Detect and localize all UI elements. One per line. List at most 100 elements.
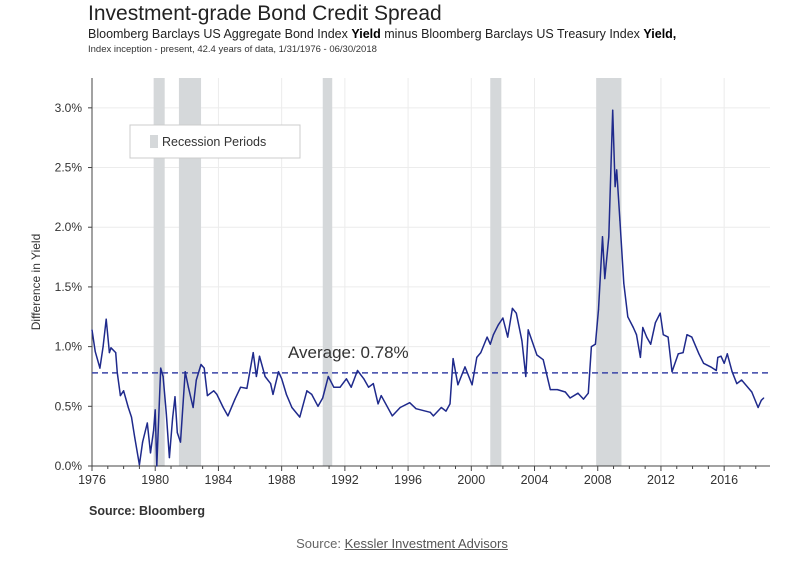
data-point <box>671 371 673 373</box>
data-point <box>616 169 618 171</box>
data-point <box>757 406 759 409</box>
data-point <box>281 378 283 380</box>
data-point <box>452 357 454 360</box>
footer-prefix: Source: <box>296 536 345 551</box>
data-point <box>464 366 466 368</box>
data-point <box>549 388 551 391</box>
data-point <box>627 316 629 318</box>
data-point <box>582 398 585 400</box>
data-point <box>662 334 664 336</box>
data-point <box>134 436 136 438</box>
data-point <box>440 406 442 409</box>
data-point <box>141 441 144 443</box>
data-point <box>285 393 287 395</box>
data-point <box>556 388 559 391</box>
data-point <box>222 406 224 409</box>
data-point <box>119 394 122 397</box>
data-point <box>639 356 642 358</box>
data-point <box>306 390 308 392</box>
data-point <box>333 386 335 388</box>
y-axis-label: Difference in Yield <box>29 234 43 331</box>
series-line <box>91 109 765 467</box>
chart-subtitle: Bloomberg Barclays US Aggregate Bond Ind… <box>88 27 676 41</box>
data-point <box>192 406 194 409</box>
data-point <box>399 406 401 409</box>
footer-source: Source: Kessler Investment Advisors <box>0 536 804 551</box>
x-tick-label: 1988 <box>268 473 296 487</box>
data-point <box>372 383 374 385</box>
y-tick-label: 0.0% <box>55 459 83 473</box>
data-point <box>511 307 513 310</box>
data-point <box>291 406 293 409</box>
data-point <box>703 362 705 364</box>
data-point <box>299 416 301 418</box>
data-point <box>255 375 257 378</box>
data-point <box>667 336 669 338</box>
data-point <box>542 359 544 361</box>
y-tick-label: 1.0% <box>55 340 83 354</box>
data-point <box>367 386 370 388</box>
data-point <box>646 336 648 338</box>
legend-swatch <box>150 135 158 148</box>
data-point <box>489 343 491 345</box>
data-point <box>497 324 499 326</box>
data-point <box>272 393 274 395</box>
data-point <box>536 354 538 356</box>
data-point <box>311 393 313 395</box>
data-point <box>597 309 600 311</box>
y-tick-label: 1.5% <box>55 280 83 294</box>
data-point <box>457 384 459 386</box>
data-point <box>165 412 167 415</box>
data-point <box>187 386 190 388</box>
data-point <box>227 415 229 417</box>
data-point <box>686 334 688 336</box>
data-point <box>195 379 197 381</box>
data-point <box>174 396 176 398</box>
data-point <box>127 406 129 409</box>
data-point <box>409 402 411 404</box>
chart-source: Source: Bloomberg <box>89 504 205 518</box>
data-point <box>339 386 341 388</box>
data-point <box>415 408 417 410</box>
data-point <box>760 399 762 401</box>
data-point <box>115 351 117 354</box>
data-point <box>723 362 725 364</box>
data-point <box>525 375 527 378</box>
x-tick-label: 1980 <box>141 473 169 487</box>
data-point <box>269 383 272 385</box>
data-point <box>698 353 700 355</box>
data-point <box>521 340 523 342</box>
data-point <box>94 350 96 352</box>
data-point <box>527 329 529 331</box>
data-point <box>116 372 118 374</box>
data-point <box>160 367 162 369</box>
kessler-link[interactable]: Kessler Investment Advisors <box>344 536 508 551</box>
y-tick-label: 3.0% <box>55 101 83 115</box>
data-point <box>691 336 693 338</box>
data-point <box>363 378 365 380</box>
data-point <box>234 398 236 400</box>
x-tick-label: 2012 <box>647 473 675 487</box>
data-point <box>587 392 589 394</box>
data-point <box>246 387 248 389</box>
data-point <box>601 236 604 238</box>
data-point <box>740 379 743 381</box>
y-tick-label: 2.0% <box>55 220 83 234</box>
data-point <box>715 369 717 372</box>
x-tick-label: 1984 <box>205 473 233 487</box>
recession-band <box>153 78 165 466</box>
data-point <box>258 355 261 357</box>
data-point <box>476 356 478 358</box>
data-point <box>492 334 495 336</box>
data-point <box>471 384 473 386</box>
data-point <box>717 356 719 358</box>
data-point <box>614 186 616 188</box>
data-point <box>507 336 509 338</box>
data-point <box>239 386 242 388</box>
y-tick-label: 2.5% <box>55 161 83 175</box>
data-point <box>277 371 280 373</box>
x-tick-label: 1976 <box>78 473 106 487</box>
data-point <box>642 326 644 329</box>
data-point <box>179 441 182 443</box>
